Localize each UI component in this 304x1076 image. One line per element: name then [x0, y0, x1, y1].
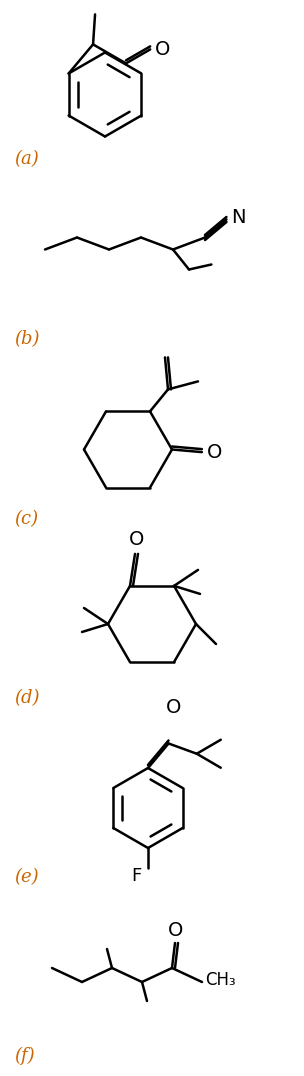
Text: O: O: [129, 530, 145, 550]
Text: F: F: [131, 867, 141, 884]
Text: (f): (f): [14, 1047, 35, 1065]
Text: O: O: [166, 698, 181, 717]
Text: O: O: [207, 442, 223, 462]
Text: CH₃: CH₃: [205, 971, 235, 989]
Text: O: O: [168, 920, 184, 939]
Text: N: N: [231, 208, 246, 227]
Text: (d): (d): [14, 689, 40, 707]
Text: O: O: [154, 40, 170, 59]
Text: (e): (e): [14, 868, 39, 886]
Text: (b): (b): [14, 330, 40, 348]
Text: (a): (a): [14, 150, 39, 168]
Text: (c): (c): [14, 510, 38, 528]
